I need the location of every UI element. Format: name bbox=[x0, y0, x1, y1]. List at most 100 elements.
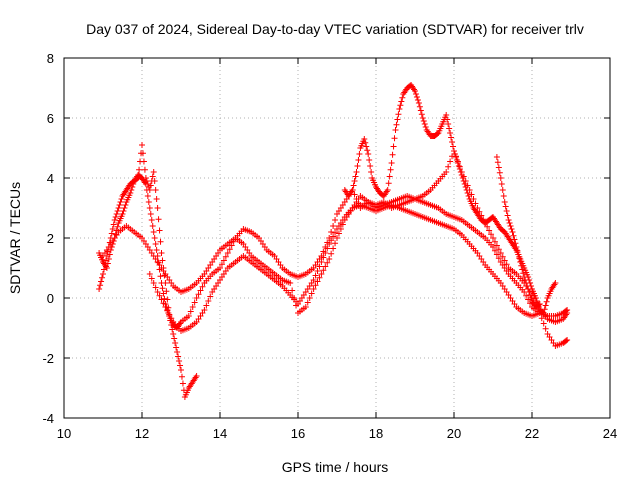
data-point bbox=[146, 205, 153, 211]
data-point bbox=[513, 244, 520, 250]
data-point-interp bbox=[100, 266, 107, 273]
data-point-interp bbox=[109, 226, 116, 232]
data-point-interp bbox=[324, 245, 331, 252]
data-point bbox=[193, 295, 200, 301]
data-point-interp bbox=[540, 320, 547, 327]
data-point-interp bbox=[102, 257, 109, 264]
data-point bbox=[536, 301, 543, 307]
data-point bbox=[224, 250, 231, 256]
data-point bbox=[388, 160, 395, 166]
data-point-interp bbox=[97, 282, 104, 289]
data-point-interp bbox=[416, 103, 423, 110]
data-point-interp bbox=[445, 121, 452, 127]
data-point bbox=[201, 307, 208, 313]
data-point-interp bbox=[495, 255, 502, 262]
data-point bbox=[162, 280, 169, 286]
data-point-interp bbox=[117, 199, 124, 205]
data-point-interp bbox=[332, 229, 339, 236]
y-tick-label: 2 bbox=[47, 231, 54, 246]
data-point-interp bbox=[354, 163, 361, 169]
data-point-interp bbox=[395, 111, 402, 118]
data-point-interp bbox=[155, 216, 162, 223]
data-point-interp bbox=[289, 287, 296, 294]
data-point-interp bbox=[176, 358, 183, 364]
data-point-interp bbox=[390, 143, 397, 150]
data-point bbox=[178, 367, 184, 373]
data-point-interp bbox=[508, 226, 515, 232]
data-point-interp bbox=[120, 208, 127, 214]
data-point-interp bbox=[446, 125, 453, 132]
data-point-interp bbox=[465, 193, 472, 199]
data-point-interp bbox=[320, 254, 327, 261]
data-point bbox=[443, 169, 450, 175]
data-point-interp bbox=[158, 296, 165, 303]
data-point-interp bbox=[449, 139, 456, 145]
data-point-interp bbox=[452, 154, 459, 160]
data-point-interp bbox=[98, 278, 105, 285]
data-point-interp bbox=[421, 121, 428, 127]
data-point-interp bbox=[504, 212, 511, 219]
data-point-interp bbox=[312, 282, 319, 289]
data-point bbox=[415, 100, 422, 106]
data-point bbox=[310, 286, 317, 292]
data-point-interp bbox=[316, 274, 323, 281]
series-3 bbox=[100, 202, 571, 319]
data-point-interp bbox=[144, 193, 151, 199]
data-point-interp bbox=[161, 272, 168, 279]
data-point-interp bbox=[218, 261, 225, 268]
data-point bbox=[119, 211, 126, 217]
data-point-interp bbox=[363, 143, 370, 150]
data-point-interp bbox=[522, 277, 529, 283]
data-point-interp bbox=[417, 107, 424, 114]
data-point bbox=[396, 106, 403, 112]
data-point-interp bbox=[226, 246, 233, 253]
data-point-interp bbox=[523, 292, 530, 299]
data-point-interp bbox=[393, 121, 400, 128]
data-point-interp bbox=[387, 166, 394, 173]
data-point-interp bbox=[314, 268, 321, 274]
data-point bbox=[353, 169, 360, 175]
data-point-interp bbox=[484, 223, 491, 230]
data-point-interp bbox=[322, 263, 329, 270]
data-point-interp bbox=[499, 253, 506, 260]
data-point-interp bbox=[320, 267, 327, 274]
data-point-interp bbox=[510, 232, 517, 239]
data-point bbox=[349, 187, 356, 193]
data-point-interp bbox=[173, 344, 180, 351]
data-point-interp bbox=[493, 251, 500, 258]
series-6 bbox=[493, 154, 543, 310]
data-point-interp bbox=[512, 240, 519, 247]
y-tick-label: -4 bbox=[42, 411, 54, 426]
data-point-interp bbox=[152, 241, 159, 247]
data-point-interp bbox=[391, 135, 398, 142]
data-point bbox=[302, 304, 309, 310]
data-point-interp bbox=[491, 247, 498, 254]
data-point-interp bbox=[306, 295, 313, 301]
data-point-interp bbox=[171, 335, 178, 342]
data-point bbox=[318, 271, 325, 277]
data-point bbox=[115, 205, 122, 211]
data-point-interp bbox=[312, 272, 319, 279]
data-point-interp bbox=[148, 217, 155, 223]
data-point-interp bbox=[220, 257, 227, 264]
data-point-interp bbox=[543, 298, 550, 305]
data-point bbox=[361, 136, 368, 142]
data-point-interp bbox=[448, 134, 455, 141]
x-tick-label: 10 bbox=[57, 426, 71, 441]
data-point-interp bbox=[397, 102, 404, 109]
data-point-interp bbox=[541, 306, 548, 313]
data-point-interp bbox=[308, 290, 315, 297]
data-point bbox=[150, 229, 157, 235]
data-point bbox=[142, 175, 149, 181]
data-point-interp bbox=[518, 262, 525, 269]
data-point bbox=[525, 286, 532, 292]
data-point-interp bbox=[121, 205, 128, 211]
data-point-interp bbox=[168, 315, 175, 322]
data-point-interp bbox=[156, 227, 163, 234]
data-point-interp bbox=[187, 308, 194, 315]
data-point-interp bbox=[328, 250, 335, 257]
data-point-interp bbox=[166, 311, 173, 318]
data-point-interp bbox=[450, 143, 457, 150]
data-point-interp bbox=[205, 298, 212, 304]
x-tick-label: 14 bbox=[213, 426, 227, 441]
